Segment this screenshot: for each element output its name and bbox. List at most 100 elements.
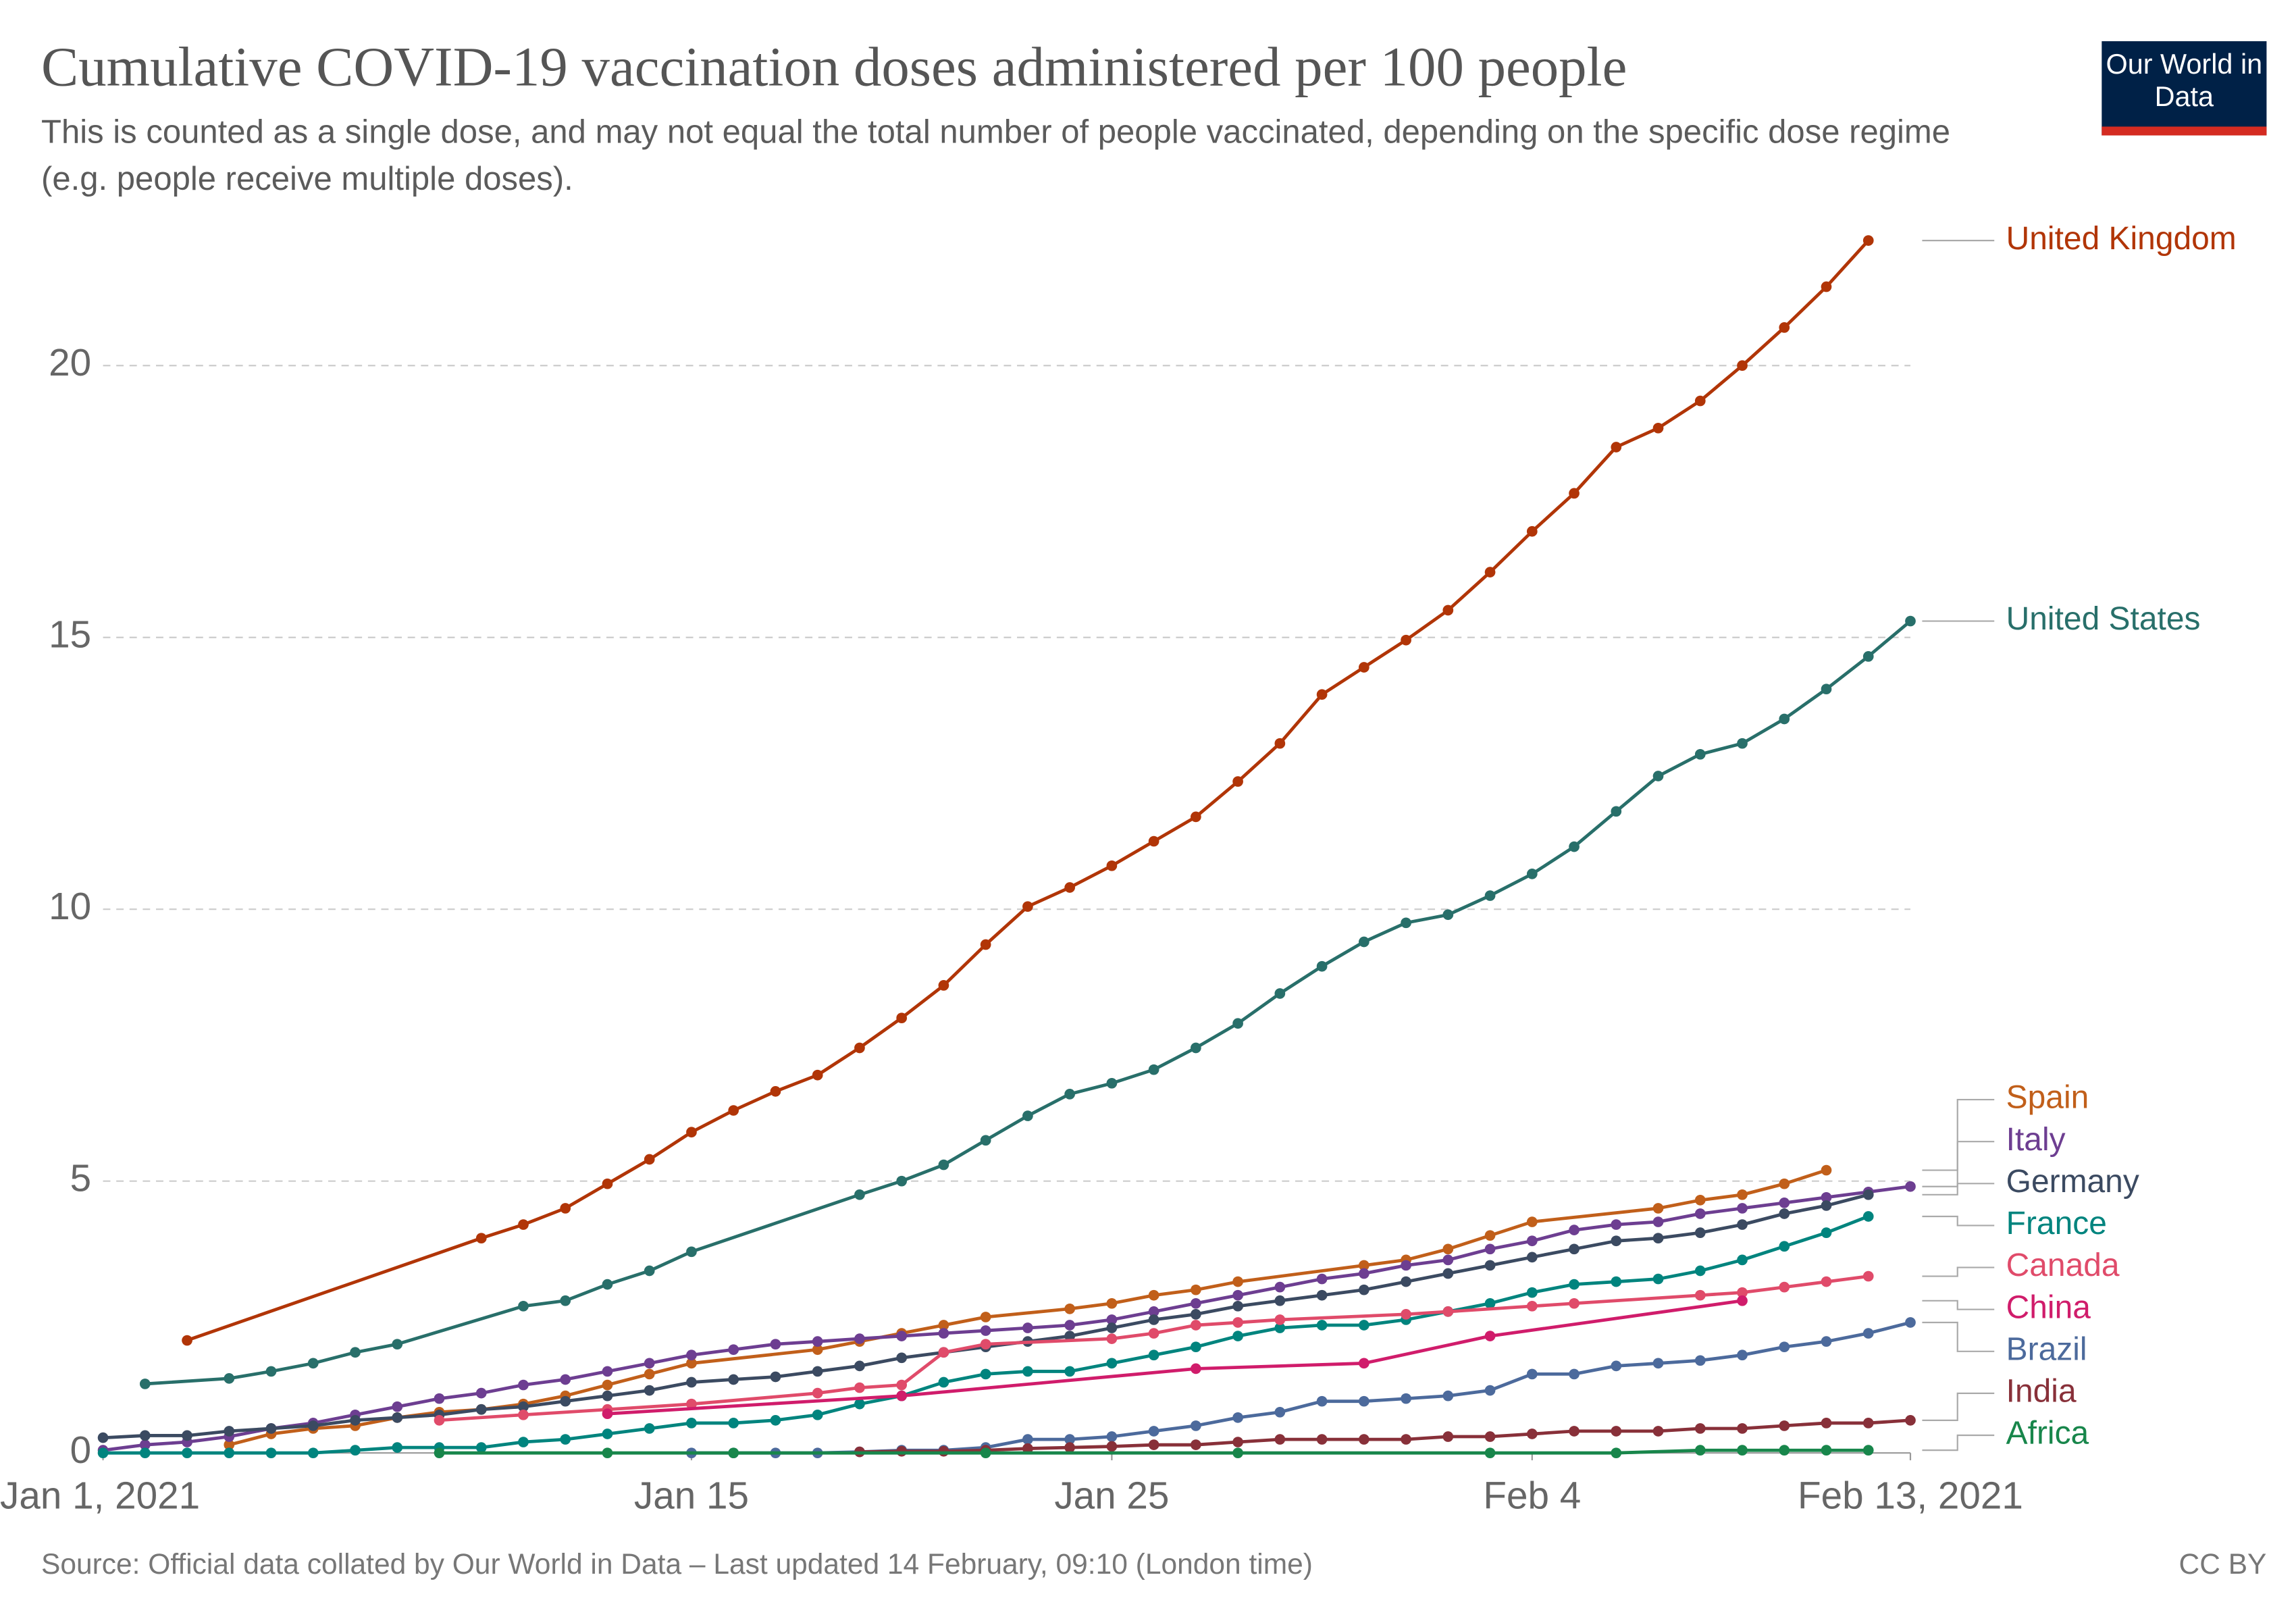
legend-label: United States (2006, 601, 2201, 637)
data-point (1106, 1314, 1118, 1325)
series-line (607, 1299, 1743, 1416)
data-point (1106, 1297, 1118, 1309)
data-point (1232, 1289, 1243, 1301)
data-point (1694, 1355, 1706, 1366)
data-point (1569, 1368, 1580, 1380)
data-point (307, 1447, 319, 1459)
data-point (1569, 841, 1580, 852)
data-point (1779, 1341, 1790, 1353)
chart-title: Cumulative COVID-19 vaccination doses ad… (41, 36, 1627, 99)
data-point (1106, 1077, 1118, 1089)
data-point (1569, 1297, 1580, 1309)
data-point (392, 1412, 403, 1423)
data-point (560, 1203, 571, 1214)
data-point (602, 1408, 613, 1420)
legend-connector (1922, 1392, 1995, 1421)
data-point (1737, 1287, 1748, 1298)
data-point (1106, 1322, 1118, 1333)
data-point (938, 1320, 949, 1331)
data-point (1064, 1442, 1075, 1453)
data-point (980, 1447, 991, 1459)
data-point (1737, 1445, 1748, 1456)
legend-label: France (2006, 1206, 2107, 1241)
data-point (770, 1339, 781, 1350)
data-point (1358, 1268, 1369, 1279)
data-point (686, 1398, 697, 1410)
data-point (1401, 1309, 1411, 1320)
data-point (896, 1352, 908, 1364)
data-point (518, 1379, 529, 1391)
data-point (1905, 1181, 1916, 1192)
data-point (1106, 1431, 1118, 1442)
data-point (1274, 1295, 1286, 1306)
data-point (1232, 1317, 1243, 1328)
data-point (1022, 1443, 1033, 1454)
data-point (770, 1086, 781, 1097)
source-note: Source: Official data collated by Our Wo… (41, 1548, 1313, 1581)
data-point (1442, 1268, 1454, 1279)
data-point (1779, 1420, 1790, 1431)
data-point (1316, 689, 1328, 700)
data-point (980, 1312, 991, 1322)
data-point (602, 1390, 613, 1401)
data-point (1694, 1195, 1706, 1206)
data-point (1148, 1064, 1159, 1075)
data-point (686, 1349, 697, 1361)
data-point (1611, 1219, 1622, 1230)
data-point (1274, 1314, 1286, 1325)
data-point (1316, 1395, 1328, 1407)
data-point (224, 1373, 235, 1384)
data-point (686, 1376, 697, 1388)
legend-connector (1922, 1141, 1995, 1187)
data-point (1316, 1434, 1328, 1445)
data-point (265, 1423, 277, 1434)
data-point (1821, 1445, 1832, 1456)
data-point (1652, 1233, 1664, 1244)
data-point (812, 1336, 823, 1347)
data-point (1232, 1018, 1243, 1029)
data-point (1737, 360, 1748, 371)
data-point (1526, 869, 1538, 879)
data-point (1148, 1289, 1159, 1301)
data-point (1484, 1331, 1496, 1341)
data-point (1737, 1423, 1748, 1434)
data-point (1569, 1426, 1580, 1437)
data-point (1779, 1198, 1790, 1208)
y-tick-label: 20 (49, 342, 91, 384)
data-point (1821, 1227, 1832, 1239)
data-point (434, 1415, 445, 1426)
data-point (97, 1432, 109, 1443)
data-point (1191, 1042, 1201, 1054)
legend-label: Brazil (2006, 1331, 2087, 1367)
data-point (1484, 1260, 1496, 1271)
data-point (1191, 1420, 1201, 1431)
data-point (896, 1331, 908, 1341)
data-point (1569, 1279, 1580, 1290)
data-point (1316, 960, 1328, 972)
data-point (812, 1366, 823, 1377)
data-point (1274, 1406, 1286, 1418)
data-point (1526, 1368, 1538, 1380)
data-point (1737, 1219, 1748, 1230)
data-point (1779, 713, 1790, 725)
data-point (602, 1447, 613, 1459)
data-point (602, 1279, 613, 1290)
data-point (686, 1127, 697, 1138)
chart-subtitle: This is counted as a single dose, and ma… (41, 113, 1951, 198)
data-point (1191, 1320, 1201, 1331)
data-point (1821, 281, 1832, 292)
data-point (1821, 1336, 1832, 1347)
data-point (896, 1175, 908, 1187)
legend-label: Spain (2006, 1080, 2089, 1116)
data-point (1401, 1260, 1411, 1271)
data-point (1022, 1322, 1033, 1333)
data-point (307, 1420, 319, 1431)
data-point (1401, 1434, 1411, 1445)
logo[interactable]: Our World in Data (2102, 41, 2267, 136)
data-point (350, 1347, 361, 1358)
data-point (518, 1409, 529, 1420)
data-point (686, 1418, 697, 1429)
data-point (1737, 1295, 1748, 1306)
data-point (1401, 917, 1411, 929)
